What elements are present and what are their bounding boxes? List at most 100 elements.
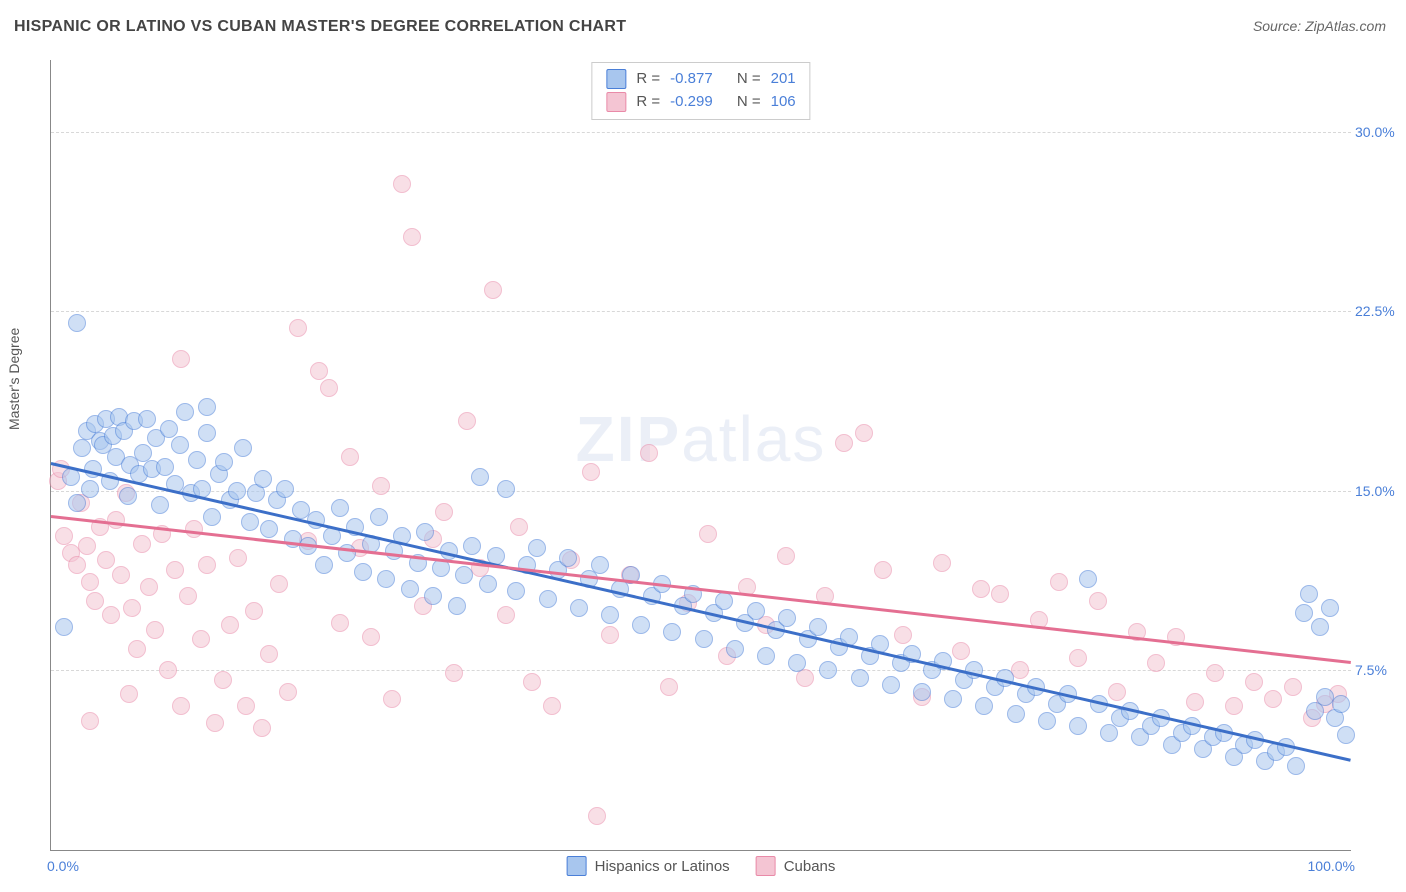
- scatter-point: [559, 549, 577, 567]
- scatter-point: [1089, 592, 1107, 610]
- scatter-point: [523, 673, 541, 691]
- scatter-point: [715, 592, 733, 610]
- source-credit: Source: ZipAtlas.com: [1253, 18, 1386, 34]
- scatter-point: [660, 678, 678, 696]
- scatter-point: [1038, 712, 1056, 730]
- legend-series: Hispanics or Latinos Cubans: [567, 856, 836, 876]
- scatter-point: [1225, 697, 1243, 715]
- scatter-point: [1206, 664, 1224, 682]
- scatter-point: [448, 597, 466, 615]
- scatter-point: [234, 439, 252, 457]
- scatter-point: [1295, 604, 1313, 622]
- scatter-point: [188, 451, 206, 469]
- scatter-point: [221, 616, 239, 634]
- y-axis-label: Master's Degree: [6, 328, 22, 430]
- scatter-point: [972, 580, 990, 598]
- scatter-point: [198, 556, 216, 574]
- scatter-point: [1186, 693, 1204, 711]
- y-tick-label: 15.0%: [1355, 483, 1405, 499]
- scatter-point: [933, 554, 951, 572]
- scatter-point: [809, 618, 827, 636]
- scatter-point: [55, 618, 73, 636]
- scatter-point: [68, 494, 86, 512]
- swatch-icon: [606, 92, 626, 112]
- scatter-point: [279, 683, 297, 701]
- scatter-point: [991, 585, 1009, 603]
- legend-stats-row: R = -0.877 N = 201: [606, 68, 795, 91]
- chart-title: HISPANIC OR LATINO VS CUBAN MASTER'S DEG…: [14, 18, 626, 36]
- scatter-point: [1287, 757, 1305, 775]
- scatter-point: [81, 712, 99, 730]
- scatter-point: [591, 556, 609, 574]
- scatter-point: [97, 551, 115, 569]
- scatter-point: [570, 599, 588, 617]
- swatch-icon: [606, 69, 626, 89]
- scatter-point: [383, 690, 401, 708]
- scatter-point: [112, 566, 130, 584]
- scatter-point: [601, 626, 619, 644]
- scatter-point: [851, 669, 869, 687]
- scatter-point: [237, 697, 255, 715]
- n-label: N =: [737, 91, 761, 114]
- scatter-point: [1311, 618, 1329, 636]
- scatter-point: [68, 556, 86, 574]
- scatter-point: [176, 403, 194, 421]
- scatter-point: [254, 470, 272, 488]
- scatter-point: [497, 480, 515, 498]
- scatter-point: [435, 503, 453, 521]
- gridline: [51, 491, 1351, 492]
- scatter-point: [107, 511, 125, 529]
- scatter-point: [1264, 690, 1282, 708]
- scatter-point: [229, 549, 247, 567]
- scatter-point: [952, 642, 970, 660]
- scatter-point: [260, 520, 278, 538]
- scatter-point: [1007, 705, 1025, 723]
- scatter-point: [1147, 654, 1165, 672]
- swatch-icon: [756, 856, 776, 876]
- scatter-point: [582, 463, 600, 481]
- scatter-point: [320, 379, 338, 397]
- scatter-point: [695, 630, 713, 648]
- scatter-point: [215, 453, 233, 471]
- scatter-point: [497, 606, 515, 624]
- r-value: -0.299: [670, 91, 713, 114]
- scatter-point: [289, 319, 307, 337]
- scatter-point: [393, 175, 411, 193]
- n-value: 106: [771, 91, 796, 114]
- scatter-point: [1108, 683, 1126, 701]
- r-value: -0.877: [670, 68, 713, 91]
- scatter-point: [172, 697, 190, 715]
- scatter-point: [874, 561, 892, 579]
- scatter-point: [1332, 695, 1350, 713]
- swatch-icon: [567, 856, 587, 876]
- scatter-point: [528, 539, 546, 557]
- scatter-point: [276, 480, 294, 498]
- scatter-point: [134, 444, 152, 462]
- scatter-point: [944, 690, 962, 708]
- legend-label: Cubans: [784, 858, 836, 875]
- scatter-point: [206, 714, 224, 732]
- scatter-point: [458, 412, 476, 430]
- scatter-point: [78, 537, 96, 555]
- scatter-point: [507, 582, 525, 600]
- y-tick-label: 22.5%: [1355, 303, 1405, 319]
- x-tick-label: 100.0%: [1308, 858, 1355, 874]
- scatter-point: [270, 575, 288, 593]
- scatter-point: [726, 640, 744, 658]
- x-tick-label: 0.0%: [47, 858, 79, 874]
- scatter-point: [331, 499, 349, 517]
- scatter-point: [214, 671, 232, 689]
- scatter-point: [663, 623, 681, 641]
- scatter-point: [86, 592, 104, 610]
- scatter-point: [160, 420, 178, 438]
- scatter-point: [401, 580, 419, 598]
- scatter-point: [1321, 599, 1339, 617]
- scatter-point: [228, 482, 246, 500]
- scatter-point: [699, 525, 717, 543]
- scatter-point: [778, 609, 796, 627]
- scatter-point: [120, 685, 138, 703]
- gridline: [51, 132, 1351, 133]
- scatter-point: [331, 614, 349, 632]
- scatter-point: [1337, 726, 1355, 744]
- scatter-point: [424, 587, 442, 605]
